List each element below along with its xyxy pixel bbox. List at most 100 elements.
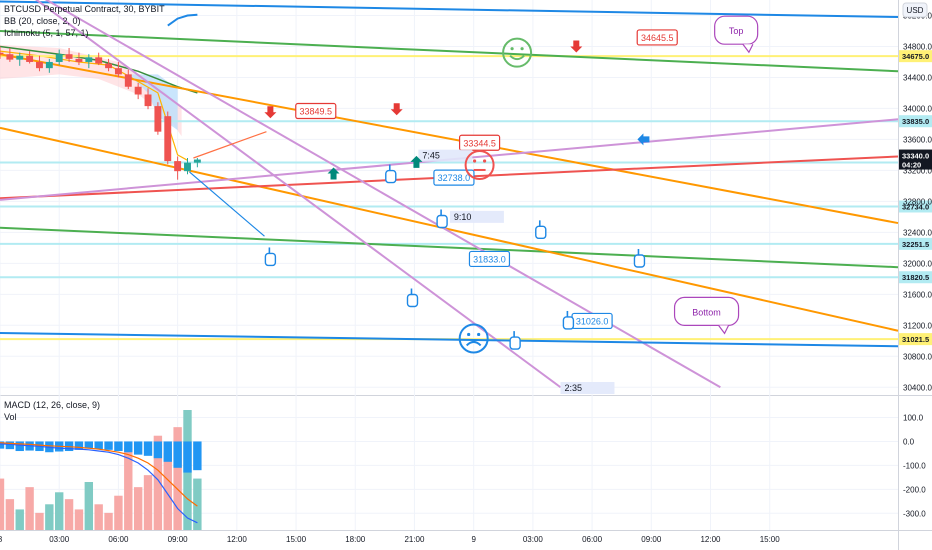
trendline[interactable] <box>0 29 899 73</box>
duration-text: 9:10 <box>454 212 472 222</box>
macd-hist-bar <box>143 441 153 456</box>
price-label-text: 33344.5 <box>463 138 496 148</box>
last-price-label: 33340.0 <box>902 152 929 161</box>
trendline[interactable] <box>0 126 899 332</box>
duration-box <box>560 382 615 395</box>
level-badge-label: 31021.5 <box>902 335 929 344</box>
candle-body <box>154 106 162 132</box>
axes: 34675.033835.033302.032734.032251.531820… <box>0 11 932 544</box>
macd-signal-line <box>0 442 198 507</box>
level-badge <box>899 200 932 213</box>
volume-bar <box>163 452 172 530</box>
hand-pointer-icon <box>633 254 646 268</box>
ichimoku-legend[interactable]: Ichimoku (5, 1, 57, 1) <box>4 28 89 38</box>
volume-bar <box>104 512 113 530</box>
face-eye <box>482 159 487 163</box>
level-badge <box>899 271 932 284</box>
price-label-text: 31026.0 <box>576 316 609 326</box>
duration-box <box>449 210 504 223</box>
price-tick-label: 30400.0 <box>903 383 932 392</box>
macd-hist-bar <box>5 441 15 450</box>
volume-bar <box>5 499 15 530</box>
macd-tick-label: -300.0 <box>903 509 926 518</box>
time-tick-label: 8 <box>0 535 3 544</box>
face-mouth <box>465 340 482 347</box>
time-tick-label: 12:00 <box>700 535 721 544</box>
volume-bar <box>124 447 133 530</box>
arrow-down-icon <box>570 40 583 53</box>
trendline[interactable] <box>0 0 899 19</box>
volume-bar <box>114 495 123 530</box>
macd-line <box>0 443 198 524</box>
macd-legend[interactable]: MACD (12, 26, close, 9) <box>4 400 100 410</box>
price-tick-label: 32400.0 <box>903 228 932 237</box>
time-tick-label: 06:00 <box>108 535 129 544</box>
candle-body <box>193 159 201 163</box>
bb-legend[interactable]: BB (20, close, 2, 0) <box>4 16 81 26</box>
neutral-face-icon <box>464 149 495 180</box>
time-tick-label: 12:00 <box>227 535 248 544</box>
arrow-up-icon <box>410 155 423 168</box>
price-tick-label: 31200.0 <box>903 321 932 330</box>
volume-bar <box>94 504 103 530</box>
main-pane-bg <box>0 0 898 395</box>
candles <box>0 46 201 180</box>
macd-hist-bar <box>183 441 192 473</box>
macd-hist-bar <box>193 441 202 471</box>
time-tick-label: 03:00 <box>523 535 544 544</box>
time-tick-label: 09:00 <box>168 535 189 544</box>
level-badge-label: 33835.0 <box>902 117 929 126</box>
face-eye <box>472 159 477 163</box>
level-badge <box>899 50 932 63</box>
macd-hist-bar <box>153 441 163 459</box>
duration-text: 7:45 <box>422 151 440 161</box>
currency-button[interactable] <box>902 2 928 18</box>
trendline[interactable] <box>0 332 899 348</box>
hand-pointer-icon <box>436 214 448 229</box>
candle-body <box>75 58 83 62</box>
hand-pointer-icon <box>562 316 575 330</box>
arrow-left-icon <box>637 133 650 146</box>
face-mouth <box>509 54 525 61</box>
time-tick-label: 03:00 <box>49 535 70 544</box>
macd-hist-bar <box>94 441 103 450</box>
callout-text: Top <box>729 26 744 36</box>
candle-body <box>6 54 14 60</box>
candle-body <box>85 57 93 62</box>
macd-tick-label: 100.0 <box>903 414 924 423</box>
price-label-text: 32738.0 <box>438 173 471 183</box>
hand-pointer-icon <box>264 252 277 267</box>
ichimoku-cloud-red <box>0 44 182 137</box>
macd-hist-bar <box>124 441 133 453</box>
macd-hist-bar <box>104 441 113 450</box>
macd-tick-label: -200.0 <box>903 485 926 494</box>
volume-bar <box>0 478 5 530</box>
candle-body <box>36 61 43 69</box>
candle-body <box>114 68 122 75</box>
time-tick-label: 09:00 <box>641 535 662 544</box>
chart-title: BTCUSD Perpetual Contract, 30, BYBIT <box>4 4 165 14</box>
face-eye <box>467 332 471 337</box>
sad-face-icon <box>458 323 489 354</box>
callout-tail <box>742 43 754 54</box>
candle-body <box>55 54 63 62</box>
volume-bar <box>193 478 202 530</box>
face-eye <box>510 47 514 51</box>
macd-hist-bar <box>163 441 172 462</box>
trendline[interactable] <box>0 0 562 389</box>
callout-bubble <box>714 15 759 45</box>
level-badge <box>899 115 932 128</box>
candle-body <box>144 94 152 107</box>
price-label-box <box>295 102 337 120</box>
volume-bar <box>45 504 54 530</box>
trendline[interactable] <box>0 226 899 269</box>
time-tick-label: 18:00 <box>345 535 366 544</box>
vol-legend[interactable]: Vol <box>4 412 17 422</box>
callout-tail <box>718 324 730 335</box>
hand-pointer-icon <box>406 293 419 308</box>
macd-pane <box>0 410 202 530</box>
macd-tick-label: 0.0 <box>903 437 915 446</box>
duration-box <box>418 149 473 162</box>
volume-bar <box>35 512 44 530</box>
